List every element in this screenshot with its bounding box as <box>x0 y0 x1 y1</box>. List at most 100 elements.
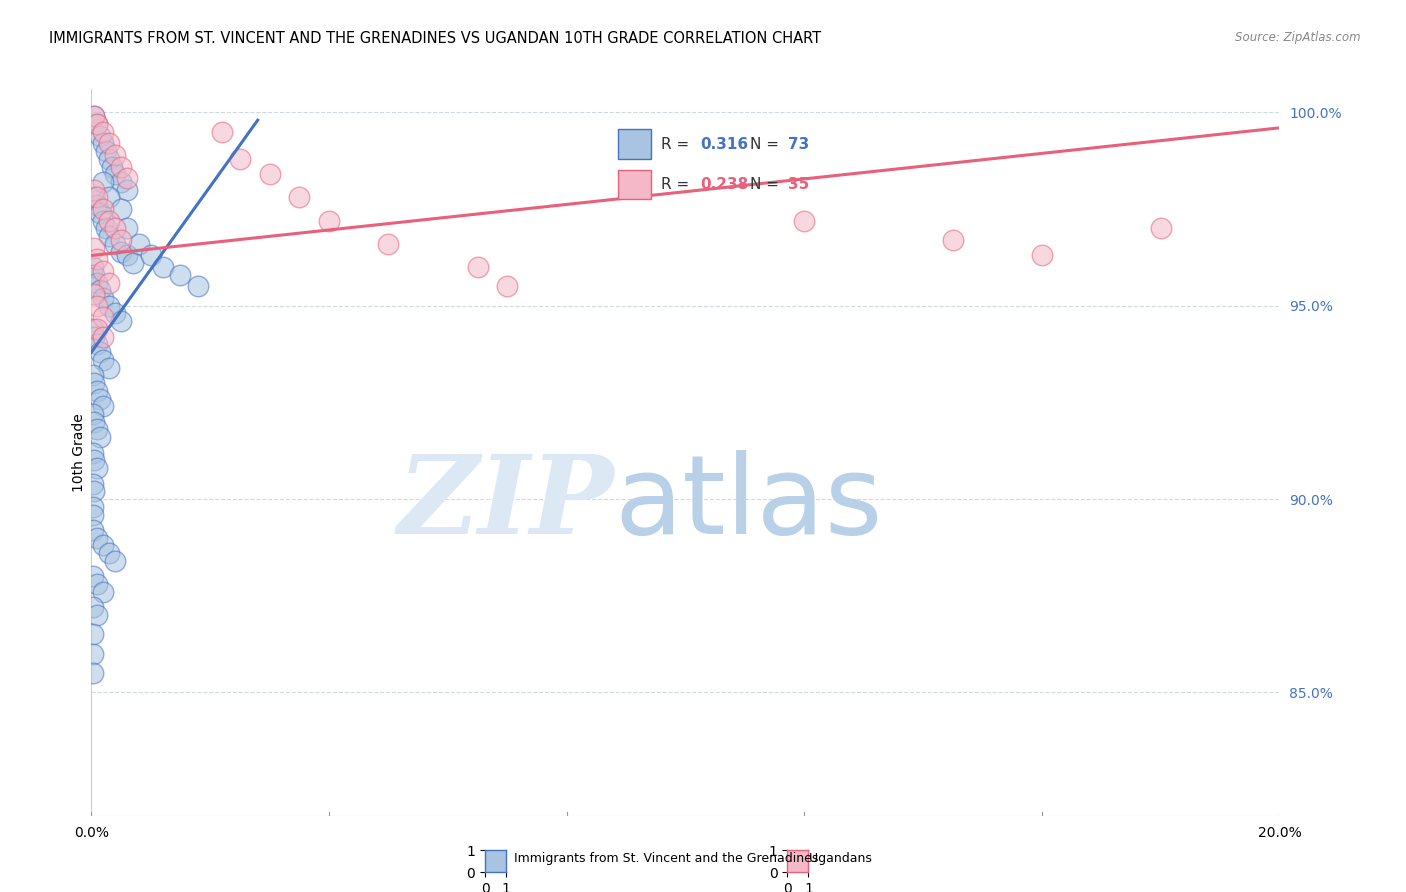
Point <box>318 213 340 227</box>
Point <box>98 360 121 375</box>
Point <box>377 236 399 251</box>
Text: Source: ZipAtlas.com: Source: ZipAtlas.com <box>1236 31 1361 45</box>
Point <box>139 248 162 262</box>
Point <box>86 198 108 212</box>
Point <box>104 236 127 251</box>
Point <box>98 213 121 227</box>
Point <box>83 376 105 390</box>
Point <box>91 213 114 227</box>
Point <box>211 125 233 139</box>
Point <box>89 206 111 220</box>
Point <box>96 221 118 235</box>
Point <box>82 368 104 383</box>
Point <box>82 523 104 537</box>
Point <box>91 136 114 151</box>
Point <box>91 352 114 367</box>
Point <box>86 461 108 475</box>
Point <box>104 554 127 568</box>
Point <box>82 446 104 460</box>
Point <box>91 399 114 413</box>
Point <box>86 117 108 131</box>
Point <box>1149 221 1171 235</box>
Point <box>793 213 815 227</box>
Point <box>104 221 127 235</box>
Text: ZIP: ZIP <box>398 450 614 558</box>
Point <box>82 569 104 583</box>
Point <box>91 585 114 599</box>
Point <box>942 233 965 247</box>
Point <box>110 233 132 247</box>
Point <box>82 600 104 615</box>
Point <box>82 500 104 514</box>
Point <box>83 268 105 282</box>
Point <box>110 160 132 174</box>
Point <box>187 279 209 293</box>
Y-axis label: 10th Grade: 10th Grade <box>72 413 86 492</box>
Point <box>86 577 108 591</box>
Point <box>89 283 111 297</box>
Point <box>86 252 108 267</box>
Point <box>122 256 145 270</box>
Point <box>152 260 174 274</box>
Point <box>98 190 121 204</box>
Point <box>86 422 108 436</box>
Point <box>91 539 114 553</box>
Point <box>86 608 108 623</box>
Text: IMMIGRANTS FROM ST. VINCENT AND THE GRENADINES VS UGANDAN 10TH GRADE CORRELATION: IMMIGRANTS FROM ST. VINCENT AND THE GREN… <box>49 31 821 46</box>
Point <box>110 244 132 259</box>
Point <box>82 260 104 274</box>
Point <box>91 125 114 139</box>
Point <box>91 264 114 278</box>
Point <box>91 310 114 325</box>
Point <box>98 152 121 166</box>
Point <box>169 268 191 282</box>
Point <box>82 666 104 681</box>
Point <box>83 329 105 343</box>
Point <box>89 430 111 444</box>
Point <box>86 276 108 290</box>
Point <box>115 248 138 262</box>
Point <box>83 183 105 197</box>
Point <box>83 241 105 255</box>
Point <box>91 175 114 189</box>
Point <box>82 647 104 661</box>
Point <box>82 476 104 491</box>
Point <box>89 345 111 359</box>
Point <box>96 144 118 158</box>
Point <box>83 484 105 499</box>
Point <box>91 329 114 343</box>
Point <box>259 167 281 181</box>
Point <box>91 202 114 216</box>
Point <box>101 160 124 174</box>
Point <box>89 392 111 406</box>
Point <box>83 109 105 123</box>
Point <box>115 221 138 235</box>
Point <box>128 236 150 251</box>
Point <box>83 109 105 123</box>
Text: Immigrants from St. Vincent and the Grenadines: Immigrants from St. Vincent and the Gren… <box>506 852 818 864</box>
Point <box>496 279 519 293</box>
Point <box>86 190 108 204</box>
Point <box>82 407 104 421</box>
Point <box>104 306 127 320</box>
Point <box>98 229 121 244</box>
Point <box>229 152 252 166</box>
Text: atlas: atlas <box>614 450 883 558</box>
Point <box>288 190 311 204</box>
Point <box>1031 248 1053 262</box>
Point <box>86 384 108 398</box>
Point <box>104 148 127 162</box>
Point <box>82 627 104 641</box>
Point <box>91 291 114 305</box>
Point <box>110 202 132 216</box>
Point <box>115 171 138 186</box>
Point <box>110 314 132 328</box>
Point <box>86 337 108 351</box>
Point <box>98 276 121 290</box>
Point <box>467 260 489 274</box>
Point <box>110 175 132 189</box>
Point <box>86 322 108 336</box>
Point <box>98 299 121 313</box>
Point <box>82 322 104 336</box>
Point <box>115 183 138 197</box>
